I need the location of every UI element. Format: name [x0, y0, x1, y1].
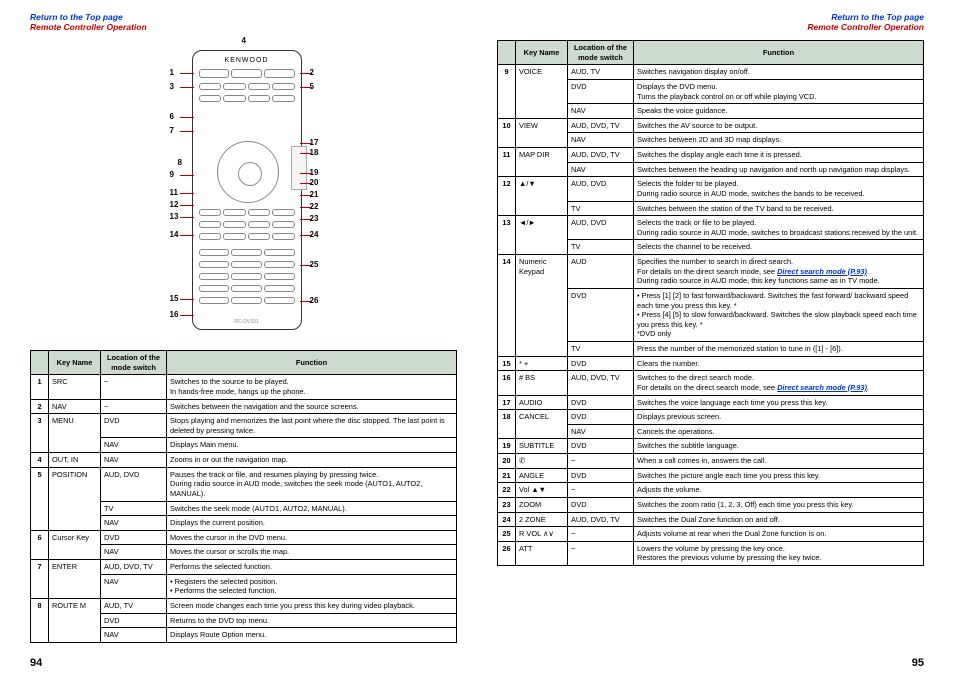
- table-row: 10VIEWAUD, DVD, TVSwitches the AV source…: [498, 118, 924, 133]
- table-row: NAV• Registers the selected position.• P…: [31, 574, 457, 598]
- page-number-left: 94: [30, 657, 42, 669]
- callout-13: 13: [170, 212, 179, 221]
- table-row: 2NAV−Switches between the navigation and…: [31, 399, 457, 414]
- header-sub: Remote Controller Operation: [30, 22, 457, 32]
- callout-3: 3: [170, 82, 174, 91]
- callout-9: 9: [170, 170, 174, 179]
- remote-brand: KENWOOD: [193, 57, 301, 64]
- header-sub-r: Remote Controller Operation: [497, 22, 924, 32]
- callout-14: 14: [170, 230, 179, 239]
- table-row: 25R VOL ∧∨−Adjusts volume at rear when t…: [498, 527, 924, 542]
- table-row: 1SRC−Switches to the source to be played…: [31, 375, 457, 399]
- col-loc: Location of the mode switch: [101, 351, 167, 375]
- table-row: TVSwitches between the station of the TV…: [498, 201, 924, 216]
- col-key: Key Name: [49, 351, 101, 375]
- callout-6: 6: [170, 112, 174, 121]
- remote-model: RC-DV331: [193, 319, 301, 325]
- table-row: TVSwitches the seek mode (AUTO1, AUTO2, …: [31, 501, 457, 516]
- table-row: 3MENUDVDStops playing and memorizes the …: [31, 414, 457, 438]
- table-row: 6Cursor KeyDVDMoves the cursor in the DV…: [31, 530, 457, 545]
- remote-diagram: 4 KENWOOD RC-DV331 136791112131415168 25…: [114, 40, 374, 340]
- table-row: 4OUT, INNAVZooms in or out the navigatio…: [31, 453, 457, 468]
- col-num: [31, 351, 49, 375]
- header-top-link-r[interactable]: Return to the Top page: [497, 12, 924, 22]
- table-row: NAVSpeaks the voice guidance.: [498, 104, 924, 119]
- table-row: 13◄/►AUD, DVDSelects the track or file t…: [498, 216, 924, 240]
- table-row: NAVCancels the operations.: [498, 424, 924, 439]
- remote-body: KENWOOD RC-DV331: [192, 50, 302, 330]
- table-row: NAVDisplays Route Option menu.: [31, 628, 457, 643]
- table-row: 20✆−When a call comes in, answers the ca…: [498, 454, 924, 469]
- table-row: 18CANCELDVDDisplays previous screen.: [498, 410, 924, 425]
- table-row: NAVSwitches between the heading up navig…: [498, 162, 924, 177]
- key-table-right: Key Name Location of the mode switch Fun…: [497, 40, 924, 566]
- key-table-left: Key Name Location of the mode switch Fun…: [30, 350, 457, 643]
- callout-15: 15: [170, 294, 179, 303]
- table-row: 8ROUTE MAUD, TVScreen mode changes each …: [31, 598, 457, 613]
- col-fn-r: Function: [634, 41, 924, 65]
- header-top-link[interactable]: Return to the Top page: [30, 12, 457, 22]
- table-row: 26ATT−Lowers the volume by pressing the …: [498, 541, 924, 565]
- table-row: 15* +DVDClears the number.: [498, 356, 924, 371]
- table-row: 17AUDIODVDSwitches the voice language ea…: [498, 395, 924, 410]
- dpad: [217, 141, 279, 203]
- table-row: 22Vol ▲▼−Adjusts the volume.: [498, 483, 924, 498]
- table-row: 9VOICEAUD, TVSwitches navigation display…: [498, 65, 924, 80]
- table-row: TVPress the number of the memorized stat…: [498, 342, 924, 357]
- table-row: 23ZOOMDVDSwitches the zoom ratio (1, 2, …: [498, 497, 924, 512]
- callout-16: 16: [170, 310, 179, 319]
- page-left: Return to the Top page Remote Controller…: [0, 0, 477, 677]
- table-row: DVDDisplays the DVD menu.Turns the playb…: [498, 79, 924, 103]
- table-row: NAVSwitches between 2D and 3D map displa…: [498, 133, 924, 148]
- callout-1: 1: [170, 68, 174, 77]
- callout-7: 7: [170, 126, 174, 135]
- table-row: 7ENTERAUD, DVD, TVPerforms the selected …: [31, 560, 457, 575]
- table-row: TVSelects the channel to be received.: [498, 240, 924, 255]
- table-row: 21ANGLEDVDSwitches the picture angle eac…: [498, 468, 924, 483]
- table-row: DVD• Press [1] [2] to fast forward/backw…: [498, 288, 924, 341]
- table-row: 242 ZONEAUD, DVD, TVSwitches the Dual Zo…: [498, 512, 924, 527]
- table-row: NAVMoves the cursor or scrolls the map.: [31, 545, 457, 560]
- table-row: NAVDisplays Main menu.: [31, 438, 457, 453]
- col-fn: Function: [167, 351, 457, 375]
- table-row: 16# BSAUD, DVD, TVSwitches to the direct…: [498, 371, 924, 395]
- callout-12: 12: [170, 200, 179, 209]
- table-row: 12▲/▼AUD, DVDSelects the folder to be pl…: [498, 177, 924, 201]
- page-number-right: 95: [912, 657, 924, 669]
- col-key-r: Key Name: [516, 41, 568, 65]
- callout-4: 4: [242, 36, 246, 45]
- table-row: 14Numeric KeypadAUDSpecifies the number …: [498, 255, 924, 289]
- col-loc-r: Location of the mode switch: [568, 41, 634, 65]
- table-row: 5POSITIONAUD, DVDPauses the track or fil…: [31, 467, 457, 501]
- table-row: 11MAP DIRAUD, DVD, TVSwitches the displa…: [498, 148, 924, 163]
- callout-11: 11: [170, 188, 178, 197]
- table-row: DVDReturns to the DVD top menu.: [31, 613, 457, 628]
- callout-8: 8: [178, 158, 182, 167]
- table-row: NAVDisplays the current position.: [31, 516, 457, 531]
- table-row: 19SUBTITLEDVDSwitches the subtitle langu…: [498, 439, 924, 454]
- col-num-r: [498, 41, 516, 65]
- page-right: Return to the Top page Remote Controller…: [477, 0, 954, 677]
